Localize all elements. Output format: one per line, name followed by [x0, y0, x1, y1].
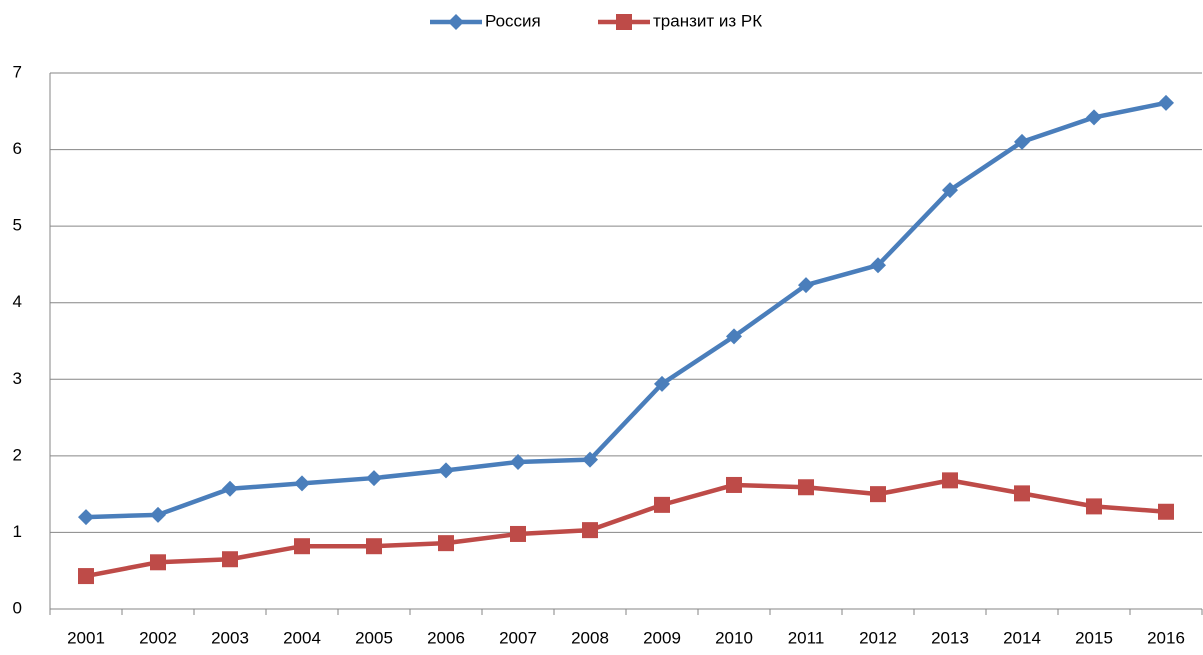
data-point	[654, 375, 670, 392]
x-tick-label: 2010	[715, 628, 753, 647]
legend-marker	[448, 14, 464, 30]
series-line	[85, 478, 1167, 579]
x-tick-label: 2008	[571, 628, 609, 647]
x-tick-label: 2001	[67, 628, 105, 647]
y-tick-label: 7	[13, 62, 22, 81]
y-tick-label: 5	[13, 216, 22, 235]
data-point	[582, 522, 598, 539]
y-tick-label: 6	[13, 139, 22, 158]
data-point	[798, 277, 814, 294]
data-point	[798, 479, 814, 496]
data-point	[150, 506, 166, 523]
data-point	[78, 509, 94, 526]
x-tick-label: 2002	[139, 628, 177, 647]
data-point	[726, 476, 742, 493]
data-point	[1086, 109, 1102, 126]
y-tick-label: 3	[13, 369, 22, 388]
y-tick-label: 2	[13, 445, 22, 464]
data-point	[150, 554, 166, 571]
data-point	[726, 328, 742, 345]
x-tick-label: 2012	[859, 628, 897, 647]
y-tick-label: 0	[13, 598, 22, 617]
x-tick-label: 2009	[643, 628, 681, 647]
data-point	[942, 182, 958, 199]
series-line	[85, 100, 1167, 520]
legend-marker	[616, 14, 632, 30]
data-point	[366, 538, 382, 555]
x-tick-label: 2005	[355, 628, 393, 647]
legend-label: Россия	[485, 11, 541, 30]
x-tick-label: 2013	[931, 628, 969, 647]
data-point	[366, 470, 382, 487]
x-tick-label: 2015	[1075, 628, 1113, 647]
data-point	[870, 486, 886, 503]
data-point	[438, 462, 454, 479]
x-tick-label: 2011	[788, 628, 825, 647]
x-tick-label: 2016	[1147, 628, 1185, 647]
data-point	[510, 525, 526, 542]
x-tick-label: 2006	[427, 628, 465, 647]
data-point	[438, 535, 454, 552]
data-point	[1158, 94, 1174, 111]
data-point	[654, 496, 670, 513]
data-point	[294, 475, 310, 492]
data-point	[1014, 133, 1030, 150]
x-tick-label: 2014	[1003, 628, 1041, 647]
legend-label: транзит из РК	[653, 11, 762, 30]
data-point	[582, 451, 598, 468]
data-point	[222, 480, 238, 497]
x-tick-label: 2007	[499, 628, 537, 647]
data-point	[1014, 485, 1030, 502]
data-point	[942, 472, 958, 489]
y-tick-label: 4	[13, 292, 22, 311]
data-point	[1158, 503, 1174, 520]
data-point	[222, 551, 238, 568]
data-point	[870, 257, 886, 274]
data-point	[294, 538, 310, 555]
data-point	[1086, 498, 1102, 515]
x-tick-label: 2003	[211, 628, 249, 647]
data-point	[510, 453, 526, 470]
y-tick-label: 1	[13, 522, 22, 541]
x-tick-label: 2004	[283, 628, 321, 647]
data-point	[78, 568, 94, 585]
